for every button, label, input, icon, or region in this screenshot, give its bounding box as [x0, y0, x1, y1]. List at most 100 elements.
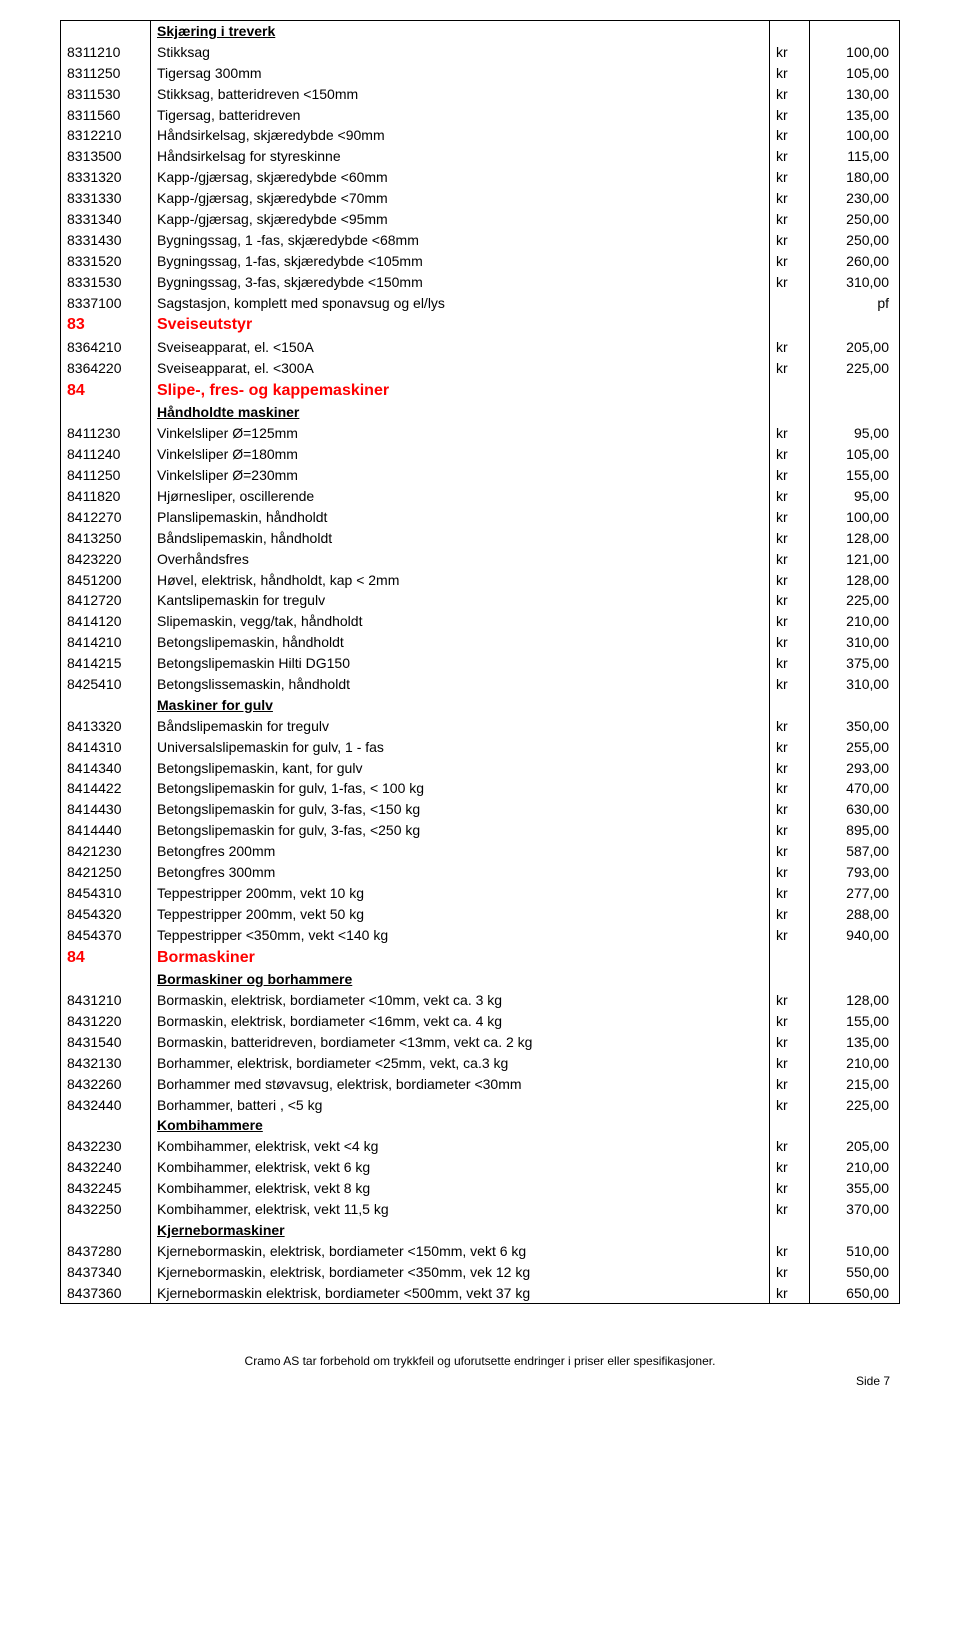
- cell-empty: [810, 1115, 900, 1136]
- item-currency: kr: [770, 716, 810, 737]
- item-code: 8414422: [61, 778, 151, 799]
- item-code: 8331320: [61, 167, 151, 188]
- table-row: 8432230Kombihammer, elektrisk, vekt <4 k…: [61, 1136, 900, 1157]
- item-desc: Betongslipemaskin, kant, for gulv: [151, 758, 770, 779]
- item-desc: Betongfres 200mm: [151, 841, 770, 862]
- item-desc: Bormaskin, batteridreven, bordiameter <1…: [151, 1032, 770, 1053]
- item-value: 250,00: [810, 209, 900, 230]
- item-desc: Universalslipemaskin for gulv, 1 - fas: [151, 737, 770, 758]
- footer-disclaimer: Cramo AS tar forbehold om trykkfeil og u…: [60, 1354, 900, 1368]
- table-row: 8413250Båndslipemaskin, håndholdtkr128,0…: [61, 528, 900, 549]
- item-currency: kr: [770, 737, 810, 758]
- item-value: 260,00: [810, 251, 900, 272]
- table-row: 8414215Betongslipemaskin Hilti DG150kr37…: [61, 653, 900, 674]
- item-value: 215,00: [810, 1074, 900, 1095]
- item-code: 8454320: [61, 904, 151, 925]
- table-row: 8413320Båndslipemaskin for tregulvkr350,…: [61, 716, 900, 737]
- item-value: 225,00: [810, 1095, 900, 1116]
- item-desc: Sveiseapparat, el. <300A: [151, 358, 770, 379]
- table-row: 8414310Universalslipemaskin for gulv, 1 …: [61, 737, 900, 758]
- item-value: 105,00: [810, 444, 900, 465]
- item-currency: kr: [770, 1241, 810, 1262]
- item-code: 8364210: [61, 337, 151, 358]
- item-code: 8337100: [61, 293, 151, 314]
- item-desc: Høvel, elektrisk, håndholdt, kap < 2mm: [151, 570, 770, 591]
- item-code: 8313500: [61, 146, 151, 167]
- item-desc: Betongslipemaskin for gulv, 3-fas, <150 …: [151, 799, 770, 820]
- item-value: 255,00: [810, 737, 900, 758]
- item-currency: kr: [770, 272, 810, 293]
- item-desc: Betongslipemaskin Hilti DG150: [151, 653, 770, 674]
- item-desc: Båndslipemaskin, håndholdt: [151, 528, 770, 549]
- item-desc: Slipemaskin, vegg/tak, håndholdt: [151, 611, 770, 632]
- item-currency: kr: [770, 1074, 810, 1095]
- item-value: 155,00: [810, 465, 900, 486]
- item-currency: kr: [770, 674, 810, 695]
- item-value: 115,00: [810, 146, 900, 167]
- item-desc: Bormaskin, elektrisk, bordiameter <10mm,…: [151, 990, 770, 1011]
- item-code: 8414210: [61, 632, 151, 653]
- item-desc: Håndsirkelsag for styreskinne: [151, 146, 770, 167]
- item-desc: Borhammer, batteri , <5 kg: [151, 1095, 770, 1116]
- cell-empty: [770, 695, 810, 716]
- table-row: 8411230Vinkelsliper Ø=125mmkr95,00: [61, 423, 900, 444]
- table-row: 8412720Kantslipemaskin for tregulvkr225,…: [61, 590, 900, 611]
- table-row: Håndholdte maskiner: [61, 402, 900, 423]
- item-value: 630,00: [810, 799, 900, 820]
- item-code: 8432250: [61, 1199, 151, 1220]
- item-code: 8413250: [61, 528, 151, 549]
- cell-empty: [61, 1115, 151, 1136]
- item-desc: Planslipemaskin, håndholdt: [151, 507, 770, 528]
- item-value: 650,00: [810, 1283, 900, 1304]
- item-code: 8412270: [61, 507, 151, 528]
- item-desc: Kombihammer, elektrisk, vekt <4 kg: [151, 1136, 770, 1157]
- table-row: Kombihammere: [61, 1115, 900, 1136]
- item-value: 793,00: [810, 862, 900, 883]
- item-code: 8414440: [61, 820, 151, 841]
- cell-empty: [61, 969, 151, 990]
- cell-empty: [810, 402, 900, 423]
- item-desc: Overhåndsfres: [151, 549, 770, 570]
- table-row: 8437280Kjernebormaskin, elektrisk, bordi…: [61, 1241, 900, 1262]
- section-title: Bormaskiner: [151, 946, 770, 970]
- table-row: 8414422Betongslipemaskin for gulv, 1-fas…: [61, 778, 900, 799]
- item-desc: Betongslipemaskin, håndholdt: [151, 632, 770, 653]
- table-row: 8437340Kjernebormaskin, elektrisk, bordi…: [61, 1262, 900, 1283]
- item-value: 105,00: [810, 63, 900, 84]
- item-code: 8411820: [61, 486, 151, 507]
- table-row: 8311530Stikksag, batteridreven <150mmkr1…: [61, 84, 900, 105]
- table-row: 8414430Betongslipemaskin for gulv, 3-fas…: [61, 799, 900, 820]
- item-currency: kr: [770, 84, 810, 105]
- item-value: 205,00: [810, 1136, 900, 1157]
- cell-empty: [770, 946, 810, 970]
- item-currency: kr: [770, 990, 810, 1011]
- item-desc: Betongfres 300mm: [151, 862, 770, 883]
- item-code: 8454370: [61, 925, 151, 946]
- item-desc: Teppestripper <350mm, vekt <140 kg: [151, 925, 770, 946]
- item-code: 8432245: [61, 1178, 151, 1199]
- item-currency: kr: [770, 1032, 810, 1053]
- table-row: 8432130Borhammer, elektrisk, bordiameter…: [61, 1053, 900, 1074]
- item-currency: kr: [770, 1283, 810, 1304]
- item-currency: kr: [770, 63, 810, 84]
- table-row: 8311560Tigersag, batteridrevenkr135,00: [61, 105, 900, 126]
- item-code: 8331430: [61, 230, 151, 251]
- item-value: 940,00: [810, 925, 900, 946]
- table-row: 8432240Kombihammer, elektrisk, vekt 6 kg…: [61, 1157, 900, 1178]
- item-desc: Kjernebormaskin elektrisk, bordiameter <…: [151, 1283, 770, 1304]
- item-code: 8454310: [61, 883, 151, 904]
- item-currency: kr: [770, 904, 810, 925]
- item-currency: kr: [770, 209, 810, 230]
- item-desc: Kantslipemaskin for tregulv: [151, 590, 770, 611]
- item-value: 310,00: [810, 272, 900, 293]
- item-code: 8413320: [61, 716, 151, 737]
- item-desc: Kapp-/gjærsag, skjæredybde <95mm: [151, 209, 770, 230]
- item-currency: kr: [770, 778, 810, 799]
- item-value: 225,00: [810, 358, 900, 379]
- item-desc: Teppestripper 200mm, vekt 10 kg: [151, 883, 770, 904]
- item-code: 8331530: [61, 272, 151, 293]
- item-code: 8423220: [61, 549, 151, 570]
- item-currency: kr: [770, 883, 810, 904]
- item-desc: Kjernebormaskin, elektrisk, bordiameter …: [151, 1262, 770, 1283]
- item-desc: Bygningssag, 1-fas, skjæredybde <105mm: [151, 251, 770, 272]
